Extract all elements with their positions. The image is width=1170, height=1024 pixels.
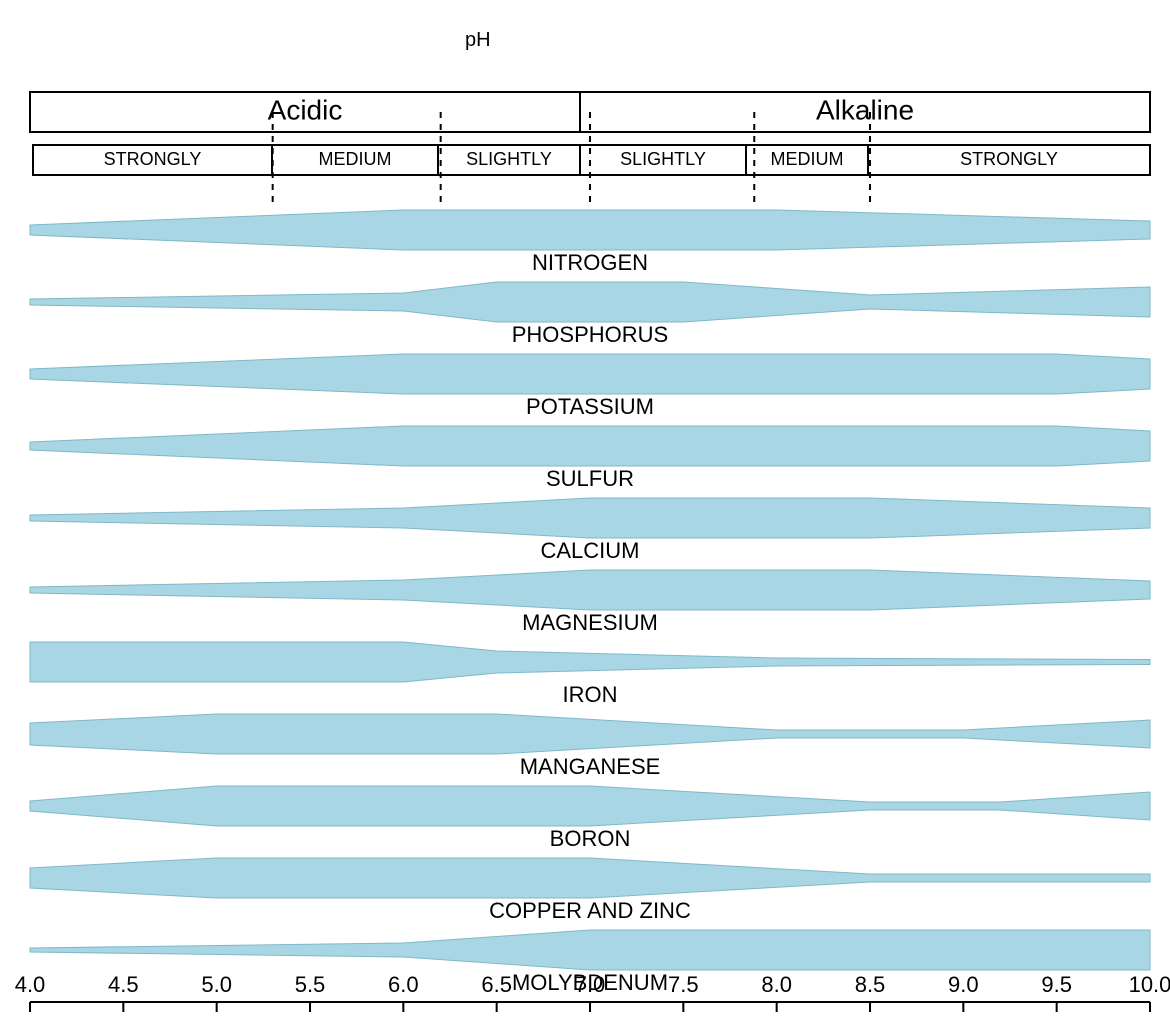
header-strongly-right-label: STRONGLY — [960, 149, 1058, 169]
ph-tick-label: 6.5 — [481, 972, 512, 997]
nutrient-label: MAGNESIUM — [522, 610, 658, 635]
nutrient-label: BORON — [550, 826, 631, 851]
nutrient-band — [30, 786, 1150, 826]
ph-tick-label: 5.0 — [201, 972, 232, 997]
nutrient-label: NITROGEN — [532, 250, 648, 275]
nutrient-label: COPPER AND ZINC — [489, 898, 691, 923]
header-medium-right-label: MEDIUM — [771, 149, 844, 169]
header-strongly-left-label: STRONGLY — [104, 149, 202, 169]
nutrient-band — [30, 642, 1150, 682]
ph-tick-label: 4.5 — [108, 972, 139, 997]
nutrient-band — [30, 498, 1150, 538]
nutrient-band — [30, 210, 1150, 250]
nutrient-label: POTASSIUM — [526, 394, 654, 419]
header-alkaline-label: Alkaline — [816, 94, 914, 125]
ph-tick-label: 9.0 — [948, 972, 979, 997]
nutrient-band — [30, 858, 1150, 898]
nutrient-label: PHOSPHORUS — [512, 322, 668, 347]
ph-tick-label: 8.5 — [855, 972, 886, 997]
ph-tick-label: 6.0 — [388, 972, 419, 997]
ph-tick-label: 5.5 — [295, 972, 326, 997]
nutrient-label: CALCIUM — [540, 538, 639, 563]
ph-tick-label: 10.0 — [1129, 972, 1170, 997]
ph-axis-title: pH — [465, 29, 491, 51]
nutrient-label: MOLYBDENUM — [512, 970, 668, 995]
nutrient-band — [30, 282, 1150, 322]
nutrient-label: MANGANESE — [520, 754, 661, 779]
nutrient-band — [30, 570, 1150, 610]
nutrient-label: IRON — [563, 682, 618, 707]
nutrient-band — [30, 354, 1150, 394]
nutrient-band — [30, 714, 1150, 754]
header-medium-left-label: MEDIUM — [319, 149, 392, 169]
ph-tick-label: 8.0 — [761, 972, 792, 997]
nutrient-availability-diagram: 4.04.55.05.56.06.57.07.58.08.59.09.510.0… — [0, 0, 1170, 1024]
nutrient-band — [30, 426, 1150, 466]
ph-tick-label: 7.5 — [668, 972, 699, 997]
ph-tick-label: 9.5 — [1041, 972, 1072, 997]
nutrient-label: SULFUR — [546, 466, 634, 491]
header-slightly-left-label: SLIGHTLY — [466, 149, 552, 169]
ph-tick-label: 4.0 — [15, 972, 46, 997]
header-acidic-label: Acidic — [268, 94, 343, 125]
header-slightly-right-label: SLIGHTLY — [620, 149, 706, 169]
nutrient-band — [30, 930, 1150, 970]
